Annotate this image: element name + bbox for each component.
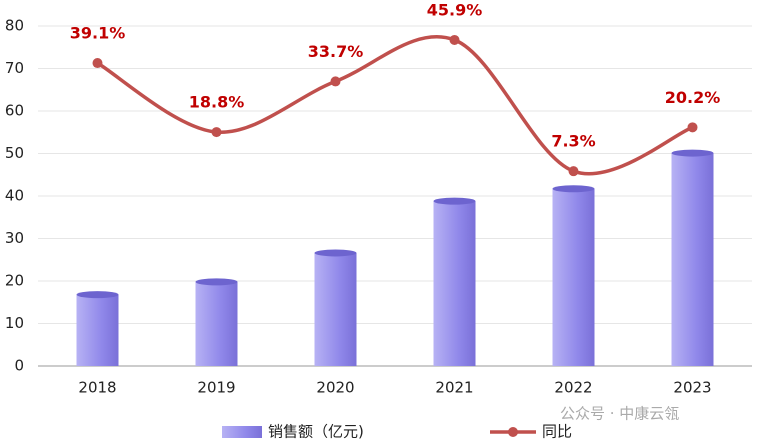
y-tick-label: 40 <box>5 187 24 205</box>
line-point <box>211 127 222 138</box>
y-tick-label: 50 <box>5 144 24 162</box>
bar-cap <box>76 291 119 299</box>
data-label: 39.1% <box>70 24 126 43</box>
legend-swatch <box>508 427 518 437</box>
line-point <box>92 58 103 69</box>
x-tick-label: 2019 <box>197 379 235 397</box>
legend-swatch <box>222 426 262 438</box>
x-tick-label: 2018 <box>78 379 116 397</box>
line <box>96 35 694 176</box>
bar-cap <box>552 185 595 193</box>
y-tick-label: 80 <box>5 17 24 35</box>
bar <box>433 201 476 366</box>
data-label: 7.3% <box>551 132 595 151</box>
bar-cap <box>433 197 476 205</box>
data-label: 45.9% <box>427 0 483 19</box>
x-tick-label: 2022 <box>554 379 592 397</box>
bar-cap <box>314 249 357 257</box>
y-tick-label: 30 <box>5 229 24 247</box>
line-point <box>568 166 579 177</box>
legend-label: 同比 <box>542 423 572 441</box>
bar <box>671 153 714 366</box>
data-label: 20.2% <box>665 88 721 107</box>
bar <box>76 294 119 366</box>
bar-cap <box>671 149 714 157</box>
x-tick-label: 2021 <box>435 379 473 397</box>
bar <box>195 281 238 366</box>
bar <box>314 252 357 366</box>
line-point <box>449 34 460 45</box>
y-tick-label: 60 <box>5 102 24 120</box>
line-point <box>687 122 698 133</box>
y-tick-label: 70 <box>5 59 24 77</box>
x-tick-label: 2020 <box>316 379 354 397</box>
y-tick-label: 0 <box>14 357 24 375</box>
legend-label: 销售额（亿元) <box>268 423 364 441</box>
y-tick-label: 10 <box>5 314 24 332</box>
data-label: 33.7% <box>308 42 364 61</box>
x-tick-label: 2023 <box>673 379 711 397</box>
y-tick-label: 20 <box>5 272 24 290</box>
watermark: 公众号 · 中康云瓴 <box>560 405 679 423</box>
bar-cap <box>195 278 238 286</box>
data-label: 18.8% <box>189 93 245 112</box>
bar <box>552 188 595 366</box>
line-point <box>330 76 341 87</box>
